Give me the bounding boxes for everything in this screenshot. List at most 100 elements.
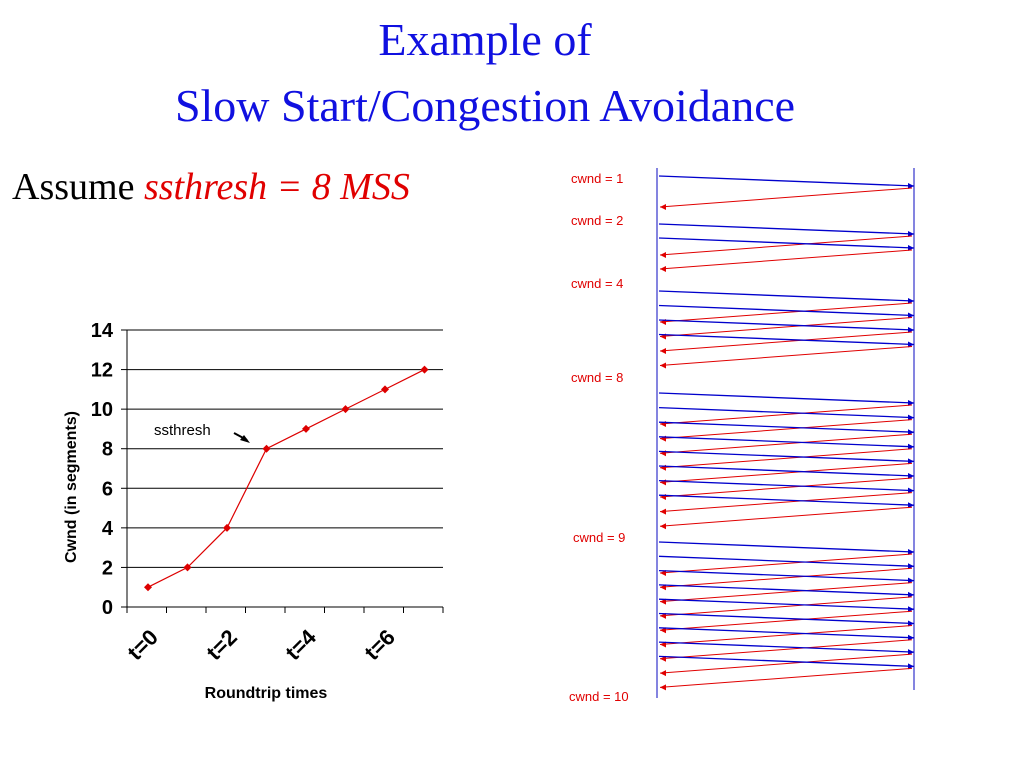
timeline-labels: cwnd = 1 cwnd = 2 cwnd = 4 cwnd = 8 cwnd = 9… [569,171,629,704]
ack-arrow-head [660,655,666,662]
ack-arrow [659,653,913,674]
y-tick-label: 14 [91,320,114,342]
ack-arrow-head [660,362,666,369]
series-line [147,369,425,588]
ack-arrow-head [660,348,666,354]
ssthresh-arrowhead [240,435,250,443]
data-segment-arrow-head [908,549,914,555]
data-segment-arrow [658,223,915,235]
ack-arrow [659,582,913,603]
ack-arrow [659,667,913,688]
data-point [302,424,310,433]
data-segment-arrow [658,304,915,317]
data-segment-arrow [658,612,915,625]
data-segment-arrow-head [908,245,914,251]
ack-arrow [659,433,913,454]
data-segment-arrow-head [908,563,914,570]
ack-arrow [659,639,913,660]
ack-arrow-head [660,523,666,530]
ack-arrow [659,625,913,645]
chart-grid [127,329,443,568]
ack-arrow [659,492,913,513]
ack-arrow-head [660,508,666,515]
slide-title-line2: Slow Start/Congestion Avoidance [174,80,796,131]
chart-series [144,365,429,592]
ack-arrow [659,567,913,588]
y-tick-label: 10 [91,399,113,421]
ack-arrow [659,249,913,270]
ssthresh-annotation: ssthresh [154,422,211,439]
ack-arrow [659,235,913,256]
data-segment-arrow [658,319,915,331]
ack-arrow-head [660,627,666,634]
cwnd-label: cwnd = 2 [571,213,623,228]
data-segment-arrow-head [908,400,914,406]
data-segment-arrow [658,237,915,249]
assumption-highlight: ssthresh = 8 MSS [143,166,410,208]
ack-arrow-head [660,641,666,648]
timeline-lines [656,168,915,698]
data-segment-arrow-head [908,577,914,584]
data-segment-arrow [658,450,915,463]
data-segment-arrow-head [908,606,914,613]
data-segment-arrow [658,436,915,448]
data-segment-arrow [658,584,915,596]
data-segment-arrow-head [908,443,914,450]
data-point [223,523,231,532]
assumption-text: Assume ssthresh = 8 MSS [12,165,410,209]
data-segment-arrow-head [908,414,914,421]
ack-arrow [659,419,913,440]
data-point [262,444,271,453]
y-tick-label: 12 [91,360,113,382]
ack-arrow-head [660,684,666,691]
ack-arrow-head [660,252,666,258]
cwnd-label: cwnd = 1 [571,171,623,186]
data-segment-arrow [658,290,915,302]
ack-arrow-head [660,584,666,591]
cwnd-label: cwnd = 9 [573,530,625,545]
cwnd-label: cwnd = 8 [571,370,623,385]
y-tick-label: 6 [102,478,113,500]
y-tick-label: 2 [102,557,113,579]
ack-arrow [659,331,913,352]
data-point [183,563,192,572]
data-segment-arrow [658,627,915,639]
ack-arrow [659,506,913,527]
ack-arrow-head [660,670,666,677]
ack-arrow-head [660,266,666,272]
data-segment-arrow-head [908,473,914,479]
slide-title-line1: Example of [378,14,592,65]
ack-arrow-head [660,570,666,576]
data-segment-arrow [658,555,915,567]
x-axis-label: Roundtrip times [205,685,328,702]
ack-arrow [659,317,913,337]
ack-arrow [659,346,913,366]
data-segment-arrow [658,392,915,404]
data-segment-arrow [658,569,915,582]
data-segment-arrow-head [908,502,914,509]
data-segment-arrow-head [908,649,914,656]
data-segment-arrow-head [908,312,914,319]
data-segment-arrow [658,479,915,492]
ack-arrow [659,302,913,323]
data-point [420,365,429,374]
assumption-prefix: Assume [12,166,144,208]
ack-arrow-head [660,612,666,619]
ack-arrow-head [660,598,666,605]
ack-arrow [659,462,913,483]
data-segment-arrow [658,494,915,506]
ack-arrow [659,404,913,425]
data-segment-arrow-head [908,663,914,670]
data-segment-arrow-head [908,458,914,465]
cwnd-label: cwnd = 10 [569,689,629,704]
data-segment-arrow-head [908,620,914,627]
cwnd-label: cwnd = 4 [571,276,623,291]
data-segment-arrow-head [908,327,914,333]
data-segment-arrow-head [908,429,914,436]
y-tick-label: 0 [102,597,113,619]
data-segment-arrow-head [908,341,914,348]
data-segment-arrow [658,598,915,610]
ack-arrow [659,477,913,498]
